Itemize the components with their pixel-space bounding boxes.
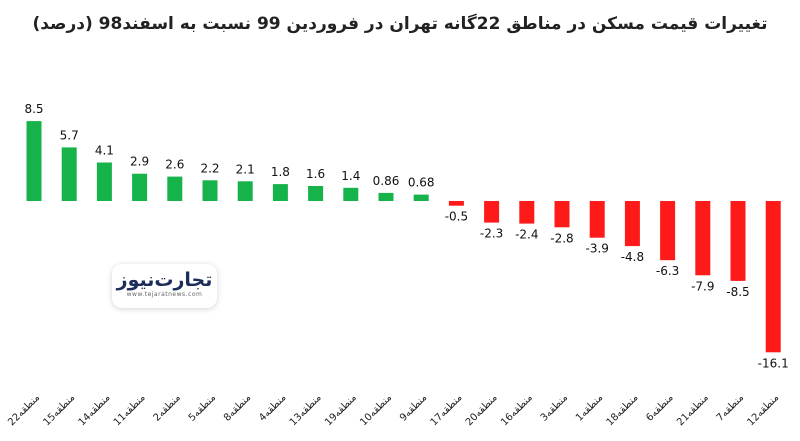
bar-منطقه13 (308, 186, 324, 201)
data-label: -0.5 (445, 210, 468, 224)
chart-title: تغییرات قیمت مسکن در مناطق 22گانه تهران … (32, 14, 768, 34)
bar-منطقه21 (695, 201, 711, 276)
data-label: 2.2 (200, 161, 219, 175)
data-label: -4.8 (621, 250, 644, 264)
category-label: منطقه1 (574, 392, 605, 423)
bar-منطقه12 (765, 201, 781, 353)
bar-منطقه14 (96, 162, 112, 201)
bar-منطقه20 (484, 201, 500, 223)
data-label: 2.6 (165, 158, 184, 172)
data-label: -7.9 (691, 279, 714, 293)
data-label: -8.5 (726, 285, 749, 299)
bar-منطقه5 (202, 180, 218, 201)
bar-منطقه15 (61, 147, 77, 201)
category-label: منطقه18 (605, 392, 641, 428)
category-label: منطقه2 (152, 392, 183, 423)
bar-منطقه18 (624, 201, 640, 247)
data-label: 1.8 (271, 165, 290, 179)
category-label: منطقه17 (429, 392, 465, 428)
category-label: منطقه8 (222, 392, 253, 423)
data-label: 1.6 (306, 167, 325, 181)
category-label: منطقه22 (6, 392, 42, 428)
category-label: منطقه16 (499, 392, 535, 428)
category-label: منطقه19 (323, 392, 359, 428)
category-label: منطقه9 (398, 392, 429, 423)
category-label: منطقه21 (675, 392, 711, 428)
bar-منطقه16 (519, 201, 535, 224)
data-label: -2.4 (515, 228, 538, 242)
data-label: 4.1 (95, 144, 114, 158)
bar-منطقه4 (272, 184, 288, 201)
data-label: 2.1 (236, 162, 255, 176)
category-label: منطقه5 (187, 392, 218, 423)
data-label: -2.8 (550, 231, 573, 245)
category-label: منطقه15 (41, 392, 77, 428)
data-label: -16.1 (758, 356, 789, 370)
data-label: 8.5 (24, 102, 43, 116)
category-label: منطقه13 (288, 392, 324, 428)
category-label: منطقه4 (257, 392, 288, 423)
category-label: منطقه3 (539, 392, 570, 423)
bar-منطقه17 (448, 201, 464, 206)
watermark-logo: تجارت‌نیوز www.tejaratnews.com (112, 264, 217, 308)
category-label: منطقه10 (358, 392, 394, 428)
category-label: منطقه11 (112, 392, 148, 428)
data-label: 0.86 (373, 174, 400, 188)
data-label: 1.4 (341, 169, 360, 183)
category-label: منطقه12 (745, 392, 781, 428)
data-label: 0.68 (408, 176, 435, 190)
category-label: منطقه20 (464, 392, 500, 428)
watermark-logo-text: تجارت‌نیوز (116, 269, 213, 291)
data-label: -6.3 (656, 264, 679, 278)
bar-منطقه19 (343, 187, 359, 201)
category-label: منطقه7 (715, 392, 746, 423)
data-label: 5.7 (60, 128, 79, 142)
bar-منطقه7 (730, 201, 746, 281)
data-label: 2.9 (130, 155, 149, 169)
bar-منطقه22 (26, 121, 42, 201)
bar-منطقه10 (378, 192, 394, 201)
bar-منطقه1 (589, 201, 605, 238)
category-label: منطقه14 (77, 392, 113, 428)
bar-منطقه11 (132, 173, 148, 201)
bar-منطقه6 (660, 201, 676, 261)
bar-منطقه9 (413, 194, 429, 201)
bar-منطقه8 (237, 181, 253, 201)
data-label: -3.9 (585, 242, 608, 256)
bar-منطقه3 (554, 201, 570, 228)
category-label: منطقه6 (644, 392, 675, 423)
data-label: -2.3 (480, 227, 503, 241)
watermark-url: www.tejaratnews.com (126, 291, 203, 298)
bar-منطقه2 (167, 176, 183, 201)
